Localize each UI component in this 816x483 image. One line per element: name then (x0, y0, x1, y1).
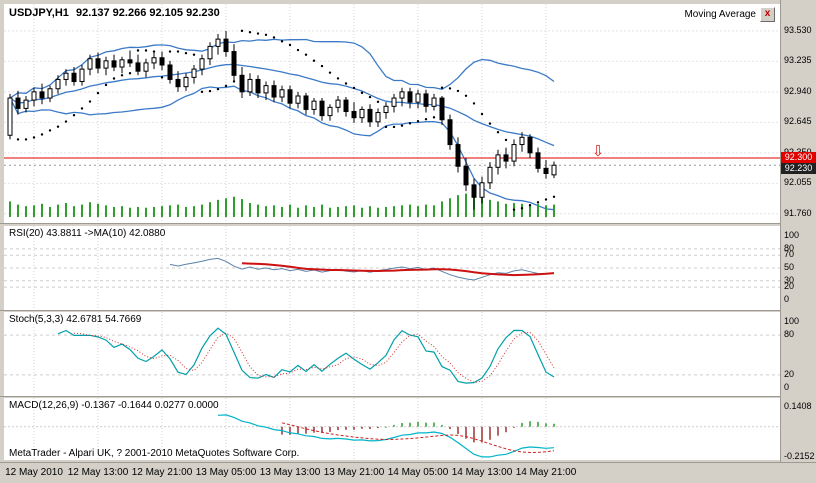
stochastic-canvas[interactable] (4, 312, 780, 396)
stoch-scale-label: 100 (784, 315, 800, 326)
symbol-period-label: USDJPY,H1 (9, 7, 69, 19)
rsi-scale-label: 50 (784, 262, 795, 272)
copyright-text: MetaTrader - Alpari UK, ? 2001-2010 Meta… (9, 448, 300, 459)
stoch-scale-label: 80 (784, 329, 795, 340)
indicator-title-box: Moving Average x (684, 7, 775, 22)
rsi-scale-label: 0 (784, 293, 790, 304)
price-scale-label: 91.760 (784, 207, 812, 218)
rsi-scale-label: 70 (784, 249, 795, 260)
price-scale-label: 92.350 (784, 147, 812, 157)
ohlc-values: 92.137 92.266 92.105 92.230 (75, 7, 220, 19)
parabolic-sar-dots (16, 29, 556, 211)
time-scale-label: 14 May 21:00 (515, 467, 577, 478)
rsi-scale-label: 80 (784, 242, 795, 253)
bollinger-bands (9, 38, 555, 211)
rsi-line (169, 257, 555, 281)
time-scale-label: 13 May 21:00 (323, 467, 385, 478)
indicator-name-label: Moving Average (684, 9, 756, 20)
rsi-canvas[interactable] (4, 226, 780, 310)
time-scale-label: 12 May 2010 (5, 467, 63, 478)
volume-bars (9, 192, 555, 217)
panel-splitter[interactable] (0, 396, 816, 398)
time-scale[interactable]: 12 May 2010 12 May 13:00 12 May 21:00 13 Ma… (0, 462, 816, 483)
candles (7, 30, 557, 210)
time-scale-label: 14 May 05:00 (387, 467, 449, 478)
rsi-scale-label: 100 (784, 230, 800, 241)
price-scale-label: 93.530 (784, 24, 812, 35)
stochastic-label: Stoch(5,3,3) 42.6781 54.7669 (9, 314, 142, 325)
stoch-scale-label: 0 (784, 382, 790, 393)
hline-price-tag: 92.300 (781, 151, 816, 163)
down-arrow-annotation[interactable]: ⇩ (592, 142, 605, 160)
rsi-label: RSI(20) 43.8811 ->MA(10) 42.0880 (9, 228, 166, 239)
rsi-scale-label: 30 (784, 274, 795, 285)
stochastic-main-line (57, 327, 555, 384)
macd-panel[interactable]: MACD(12,26,9) -0.1367 -0.1644 0.0277 0.0… (4, 398, 780, 460)
time-scale-label: 12 May 21:00 (131, 467, 193, 478)
stoch-scale-label: 20 (784, 368, 795, 379)
macd-canvas[interactable] (4, 398, 780, 460)
macd-signal-line (281, 422, 555, 454)
main-grid (4, 4, 780, 223)
panel-splitter[interactable] (0, 310, 816, 312)
rsi-panel[interactable]: RSI(20) 43.8811 ->MA(10) 42.0880 (4, 226, 780, 310)
macd-scale-label: -0.2152 (784, 450, 815, 461)
price-scale[interactable]: 93.530 93.235 92.940 92.645 92.350 92.055 91.7… (780, 0, 816, 462)
stochastic-panel[interactable]: Stoch(5,3,3) 42.6781 54.7669 (4, 312, 780, 396)
indicator-close-button[interactable]: x (760, 7, 775, 22)
bid-price-tag: 92.230 (781, 162, 816, 174)
price-scale-label: 93.235 (784, 55, 812, 66)
price-scale-label: 92.645 (784, 116, 812, 127)
rsi-scale-label: 20 (784, 281, 795, 292)
rsi-ma-line (241, 262, 555, 277)
macd-label: MACD(12,26,9) -0.1367 -0.1644 0.0277 0.0… (9, 400, 219, 411)
time-scale-label: 13 May 05:00 (195, 467, 257, 478)
main-chart-panel[interactable]: ⇩ USDJPY,H1 92.137 92.266 92.105 92.230 … (4, 4, 780, 223)
price-scale-label: 92.055 (784, 177, 812, 188)
time-scale-label: 14 May 13:00 (451, 467, 513, 478)
macd-scale-label: 0.1408 (784, 400, 812, 411)
time-scale-label: 13 May 13:00 (259, 467, 321, 478)
main-chart-canvas[interactable]: ⇩ (4, 4, 780, 223)
chart-ohlc-header: USDJPY,H1 92.137 92.266 92.105 92.230 (9, 7, 224, 19)
price-scale-label: 92.940 (784, 85, 812, 96)
time-scale-label: 12 May 13:00 (67, 467, 129, 478)
panel-splitter[interactable] (0, 223, 816, 226)
